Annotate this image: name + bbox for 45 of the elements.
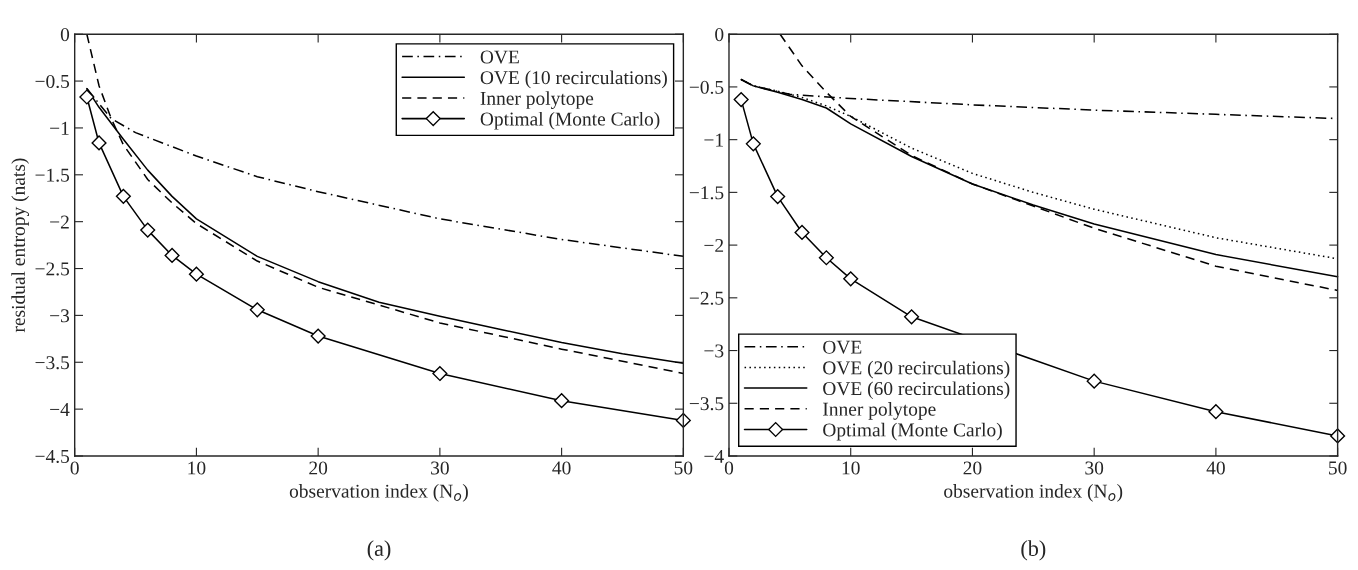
legend-label: Optimal (Monte Carlo) [823,422,1002,441]
x-tick-label: 50 [1329,461,1347,475]
y-tick-label: −1 [50,121,69,135]
text: (b) [1021,540,1046,561]
x-tick-label: 30 [1085,461,1104,475]
x-tick-label: 20 [309,461,328,475]
y-tick-label: −0.5 [35,74,70,89]
x-tick-label: 40 [1206,461,1225,475]
y-tick-label: −1 [704,133,723,147]
x-tick-label: 50 [674,461,693,475]
y-tick-label: −4.5 [35,449,70,464]
legend-label: Inner polytope [823,402,936,420]
y-tick-label: −3 [704,344,724,358]
legend-label: Optimal (Monte Carlo) [480,111,660,130]
y-tick-label: −3.5 [689,397,724,411]
x-tick-label: 0 [724,461,734,475]
x-axis-title: observation index (N$_{o}$) [944,484,1123,502]
y-tick-label: −2.5 [35,262,70,276]
x-tick-label: 20 [963,461,982,475]
y-tick-label: −2 [50,215,69,229]
legend-label: OVE (10 recirculations) [480,70,667,89]
y-tick-label: −2.5 [689,291,724,305]
legend-label: OVE [480,50,519,64]
x-tick-label: 10 [842,461,860,475]
legend-label: OVE [823,340,862,354]
x-tick-label: 40 [552,461,571,475]
x-tick-label: 10 [188,461,206,475]
legend-label: Inner polytope [480,91,594,109]
y-tick-label: −3.5 [35,356,70,370]
text: (a) [367,540,391,561]
y-tick-label: −1.5 [689,186,724,200]
y-axis-title: residual entropy (nats) [11,158,29,333]
y-tick-label: 0 [715,28,724,42]
y-tick-label: −3 [50,309,70,323]
legend-label: OVE (60 recirculations) [823,381,1010,400]
x-tick-label: 0 [70,461,79,475]
y-tick-label: −4 [704,449,724,463]
y-tick-label: 0 [60,28,70,42]
legend-label: OVE (20 recirculations) [823,360,1010,379]
x-axis-title: observation index (N$_{o}$) [289,484,468,502]
y-tick-label: −4 [50,403,70,416]
y-tick-label: −0.5 [689,80,724,94]
y-tick-label: −1.5 [35,168,70,182]
y-tick-label: −2 [704,238,724,252]
x-tick-label: 30 [431,461,449,475]
